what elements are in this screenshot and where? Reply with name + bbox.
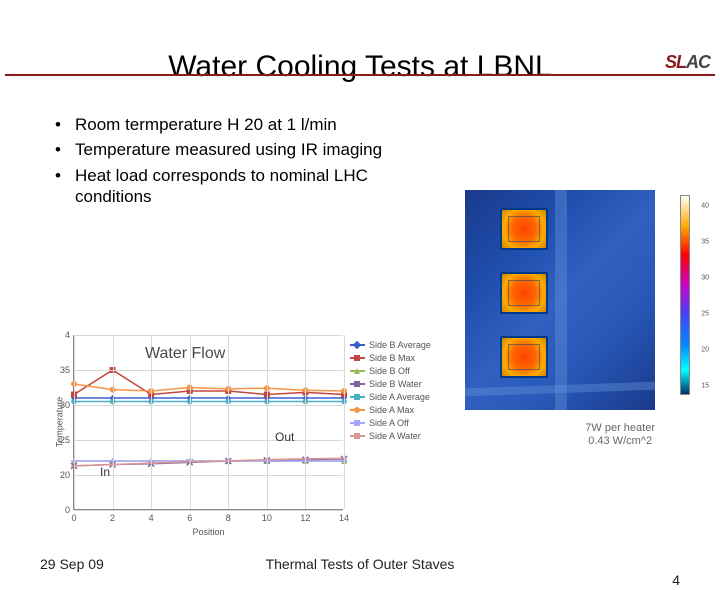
bullet-item: Temperature measured using IR imaging [55, 139, 395, 160]
legend-label: Side B Off [369, 366, 410, 376]
y-tick: 4 [50, 330, 70, 340]
legend-label: Side A Off [369, 418, 409, 428]
bullet-item: Heat load corresponds to nominal LHC con… [55, 165, 395, 208]
footer-title: Thermal Tests of Outer Staves [0, 556, 720, 572]
colorbar-tick: 35 [701, 239, 709, 246]
colorbar-tick: 25 [701, 311, 709, 318]
annotation-water-flow: Water Flow [145, 345, 225, 363]
legend-item: Side B Average [350, 340, 431, 350]
thermal-image-panel: 403530252015 7W per heater 0.43 W/cm^2 [465, 190, 690, 410]
colorbar: 403530252015 [680, 195, 690, 395]
x-tick: 6 [187, 513, 192, 523]
legend-label: Side A Max [369, 405, 414, 415]
colorbar-tick: 20 [701, 347, 709, 354]
colorbar-tick: 40 [701, 203, 709, 210]
legend-item: Side A Max [350, 405, 431, 415]
footer-date: 29 Sep 09 [40, 556, 104, 572]
colorbar-tick: 15 [701, 383, 709, 390]
legend-item: Side A Water [350, 431, 431, 441]
x-tick: 0 [71, 513, 76, 523]
x-tick: 8 [226, 513, 231, 523]
caption-line: 7W per heater [585, 422, 655, 435]
legend-label: Side B Max [369, 353, 415, 363]
x-tick: 10 [262, 513, 272, 523]
logo-part2: AC [686, 52, 710, 72]
legend-item: Side B Off [350, 366, 431, 376]
slac-logo: SLAC [665, 52, 710, 73]
caption-line: 0.43 W/cm^2 [585, 435, 655, 448]
annotation-in: In [100, 465, 110, 479]
y-tick: 30 [50, 400, 70, 410]
x-axis-label: Position [192, 527, 224, 537]
y-tick: 20 [50, 470, 70, 480]
heater-region [500, 336, 548, 378]
legend-label: Side A Water [369, 431, 421, 441]
heater-region [500, 272, 548, 314]
y-tick: 25 [50, 435, 70, 445]
legend-item: Side A Off [350, 418, 431, 428]
y-tick: 35 [50, 365, 70, 375]
thermal-caption: 7W per heater 0.43 W/cm^2 [585, 422, 655, 448]
line-chart: Position Temperature 0202530354024681012… [45, 330, 465, 525]
bullet-list: Room termperature H 20 at 1 l/min Temper… [55, 114, 395, 207]
legend-item: Side A Average [350, 392, 431, 402]
x-tick: 4 [149, 513, 154, 523]
legend-label: Side B Water [369, 379, 422, 389]
slide-footer: 29 Sep 09 Thermal Tests of Outer Staves … [0, 556, 720, 572]
header-divider [5, 74, 715, 76]
x-tick: 12 [300, 513, 310, 523]
heater-region [500, 208, 548, 250]
bullet-item: Room termperature H 20 at 1 l/min [55, 114, 395, 135]
chart-legend: Side B Average Side B Max Side B Off Side B… [350, 340, 431, 444]
x-tick: 14 [339, 513, 349, 523]
legend-label: Side B Average [369, 340, 431, 350]
x-tick: 2 [110, 513, 115, 523]
artifact-streak [555, 190, 567, 410]
thermal-image [465, 190, 655, 410]
legend-label: Side A Average [369, 392, 430, 402]
legend-item: Side B Water [350, 379, 431, 389]
y-tick: 0 [50, 505, 70, 515]
annotation-out: Out [275, 430, 294, 444]
logo-part1: SL [665, 52, 686, 72]
footer-page-number: 4 [672, 572, 680, 588]
slide-title: Water Cooling Tests at LBNL [0, 50, 720, 84]
legend-item: Side B Max [350, 353, 431, 363]
colorbar-tick: 30 [701, 275, 709, 282]
